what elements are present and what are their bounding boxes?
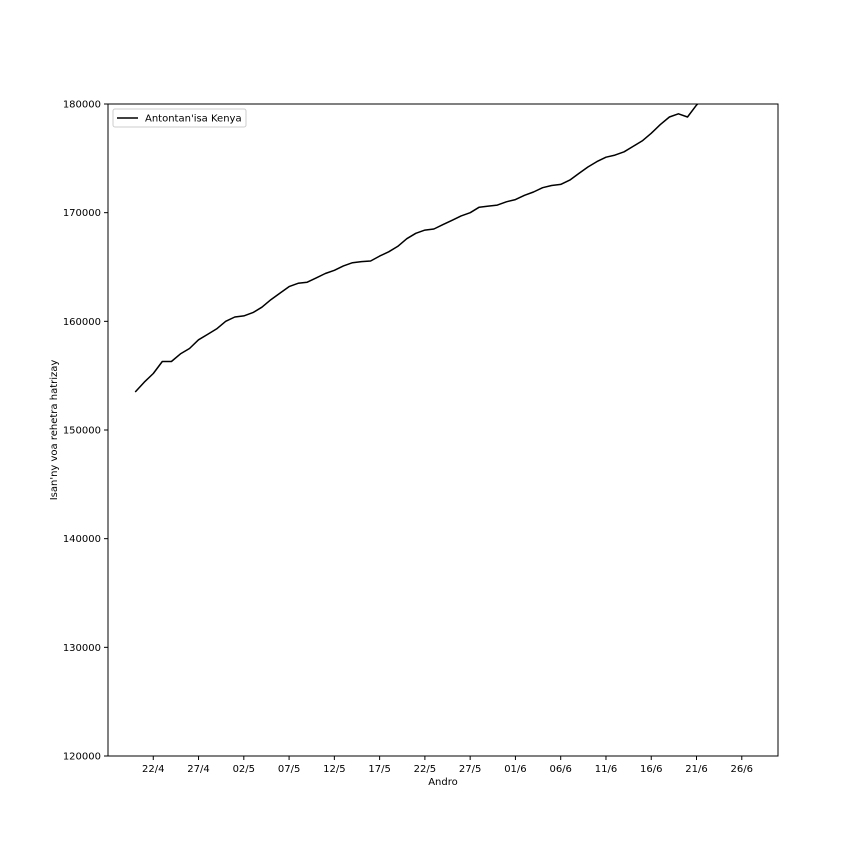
x-tick-label: 26/6: [731, 764, 753, 775]
y-tick-label: 120000: [63, 752, 101, 763]
y-tick-label: 170000: [63, 208, 101, 219]
plot-area: [108, 104, 778, 756]
y-tick-label: 140000: [63, 534, 101, 545]
legend-box: [112, 108, 247, 128]
x-tick-label: 02/5: [233, 764, 255, 775]
x-tick-label: 22/5: [414, 764, 436, 775]
x-tick-label: 01/6: [504, 764, 526, 775]
x-tick-label: 21/6: [685, 764, 707, 775]
legend: Antontan'isa Kenya: [112, 108, 247, 128]
x-axis: 22/4 27/4 02/5 07/5 12/5 17/5 22/5 27/5 01/6 06/6…: [142, 756, 753, 775]
x-tick-label: 27/4: [187, 764, 209, 775]
x-tick-label: 17/5: [368, 764, 390, 775]
series-line-0: [134, 104, 699, 393]
x-tick-label: 27/5: [459, 764, 481, 775]
y-tick-label: 160000: [63, 317, 101, 328]
series-layer: [134, 104, 699, 393]
y-tick-label: 130000: [63, 643, 101, 654]
y-tick-label: 150000: [63, 426, 101, 437]
y-tick-label: 180000: [63, 100, 101, 111]
x-tick-label: 16/6: [640, 764, 662, 775]
x-axis-label: Andro: [428, 777, 458, 788]
x-tick-label: 07/5: [278, 764, 300, 775]
x-tick-label: 11/6: [595, 764, 617, 775]
x-tick-label: 06/6: [549, 764, 571, 775]
y-axis-label: Isan'ny voa rehetra hatrizay: [49, 360, 60, 501]
legend-entry: Antontan'isa Kenya: [145, 114, 242, 125]
x-tick-label: 12/5: [323, 764, 345, 775]
y-axis: 120000 130000 140000 150000 160000 170000 1800…: [63, 100, 108, 763]
x-tick-label: 22/4: [142, 764, 164, 775]
